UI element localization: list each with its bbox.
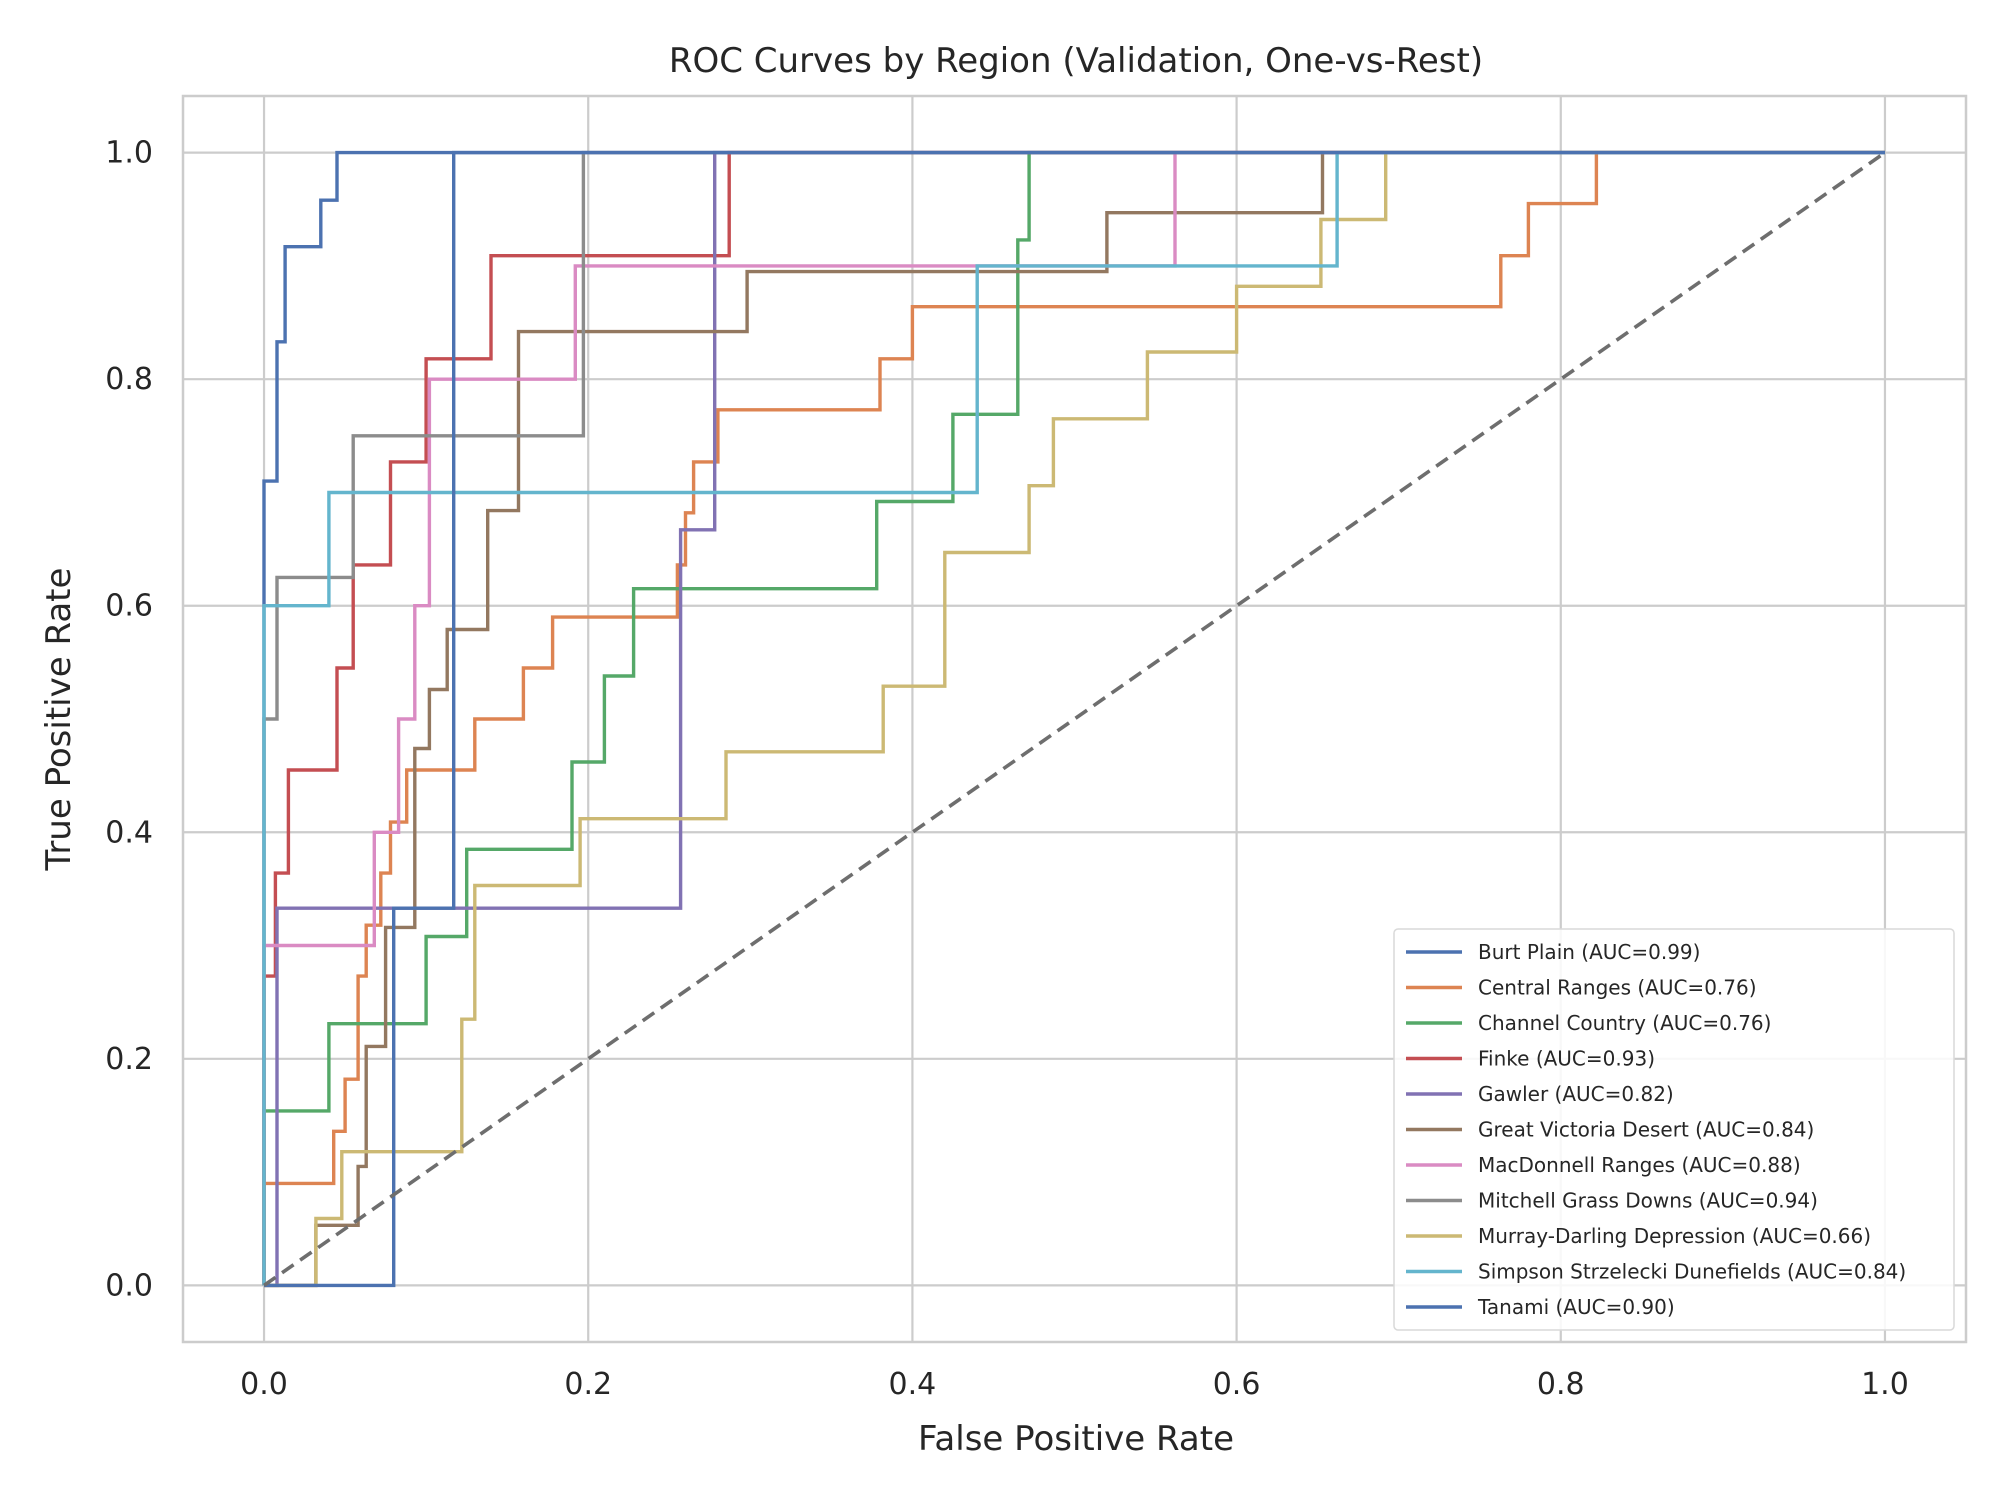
x-tick-label: 0.6 <box>1213 1367 1261 1402</box>
x-axis-label: False Positive Rate <box>918 1419 1234 1459</box>
legend-label: Burt Plain (AUC=0.99) <box>1478 940 1700 964</box>
x-tick-label: 0.0 <box>240 1367 288 1402</box>
legend-label: Tanami (AUC=0.90) <box>1477 1295 1675 1319</box>
x-tick-label: 0.8 <box>1537 1367 1585 1402</box>
y-tick-label: 0.2 <box>105 1042 153 1077</box>
legend-label: MacDonnell Ranges (AUC=0.88) <box>1478 1153 1801 1177</box>
legend-label: Simpson Strzelecki Dunefields (AUC=0.84) <box>1478 1260 1906 1284</box>
roc-curve <box>262 150 1885 1286</box>
chart-title: ROC Curves by Region (Validation, One-vs… <box>669 41 1483 81</box>
legend-label: Mitchell Grass Downs (AUC=0.94) <box>1478 1189 1818 1213</box>
roc-curve <box>262 150 1885 1286</box>
legend-box <box>1393 928 1955 1331</box>
legend-label: Central Ranges (AUC=0.76) <box>1478 976 1757 1000</box>
roc-curve <box>264 150 1885 1288</box>
legend-label: Finke (AUC=0.93) <box>1478 1047 1655 1071</box>
legend-label: Channel Country (AUC=0.76) <box>1478 1011 1771 1035</box>
roc-curves <box>262 150 1886 1288</box>
legend-label: Great Victoria Desert (AUC=0.84) <box>1478 1118 1814 1142</box>
y-tick-label: 0.8 <box>105 362 153 397</box>
y-axis: 0.0 0.2 0.4 0.6 0.8 1.0 <box>105 136 153 1304</box>
roc-curve <box>264 150 1885 1288</box>
roc-curve <box>262 150 1885 1286</box>
legend-label: Gawler (AUC=0.82) <box>1478 1082 1674 1106</box>
roc-curve <box>262 150 1885 1286</box>
y-tick-label: 0.6 <box>105 589 153 624</box>
y-axis-label: True Positive Rate <box>39 568 79 872</box>
x-tick-label: 1.0 <box>1861 1367 1909 1402</box>
y-tick-label: 0.4 <box>105 815 153 850</box>
roc-curve <box>264 150 1885 1288</box>
x-tick-label: 0.4 <box>889 1367 937 1402</box>
y-tick-label: 0.0 <box>105 1268 153 1303</box>
legend: Burt Plain (AUC=0.99) Central Ranges (AUC… <box>1393 928 1955 1331</box>
y-tick-label: 1.0 <box>105 136 153 171</box>
roc-curve <box>262 150 1885 1286</box>
legend-label: Murray-Darling Depression (AUC=0.66) <box>1478 1224 1871 1248</box>
x-axis: 0.0 0.2 0.4 0.6 0.8 1.0 <box>240 1367 1909 1402</box>
x-tick-label: 0.2 <box>564 1367 612 1402</box>
roc-curve <box>264 150 1885 1288</box>
